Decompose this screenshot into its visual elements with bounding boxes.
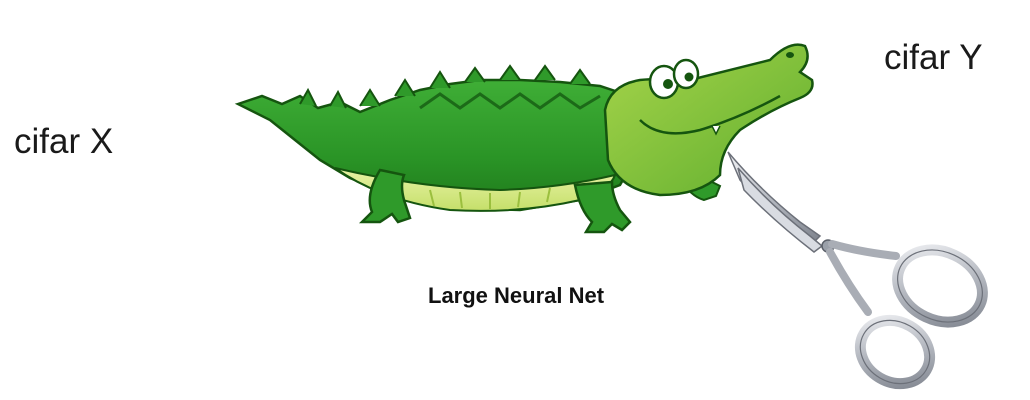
output-label: cifar Y <box>884 38 983 77</box>
scissors-icon <box>727 151 988 390</box>
network-caption: Large Neural Net <box>428 283 605 308</box>
input-label: cifar X <box>14 122 114 161</box>
crocodile-illustration <box>234 43 814 234</box>
